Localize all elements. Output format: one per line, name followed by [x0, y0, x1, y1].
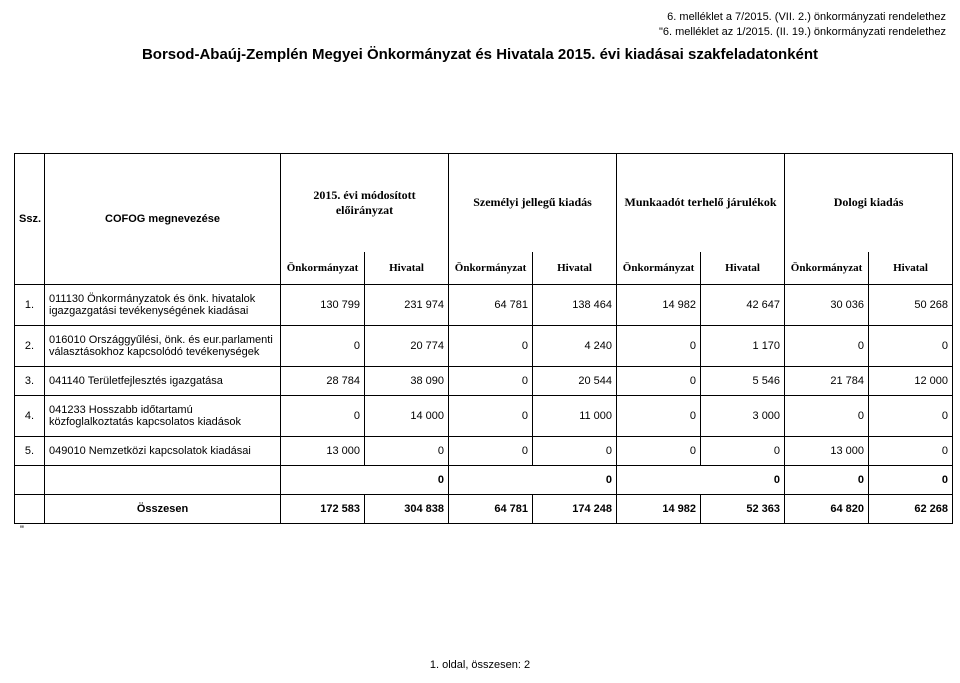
cell-value: 20 544: [533, 366, 617, 395]
page-footer: 1. oldal, összesen: 2: [0, 659, 960, 671]
row-name: 049010 Nemzetközi kapcsolatok kiadásai: [45, 436, 281, 465]
sub-0b: Hivatal: [365, 252, 449, 285]
total-row: Összesen172 583304 83864 781174 24814 98…: [15, 494, 953, 523]
cell-value: 0: [785, 325, 869, 366]
sub-1b: Hivatal: [533, 252, 617, 285]
cell-value: 64 781: [449, 284, 533, 325]
cell-value: 0: [617, 436, 701, 465]
cell-value: 0: [449, 436, 533, 465]
cell-value: 0: [701, 436, 785, 465]
trailing-quote: ": [14, 524, 946, 536]
cell-value: 20 774: [365, 325, 449, 366]
sub-0a: Önkormányzat: [281, 252, 365, 285]
col-group-1: Személyi jellegű kiadás: [449, 153, 617, 252]
cell-value: 1 170: [701, 325, 785, 366]
cell-value: 30 036: [785, 284, 869, 325]
cell-value: 21 784: [785, 366, 869, 395]
cell-value: 13 000: [281, 436, 365, 465]
col-group-2: Munkaadót terhelő járulékok: [617, 153, 785, 252]
cell-value: 0: [617, 395, 701, 436]
cell-value: 14 982: [617, 494, 701, 523]
cell-value: 0: [281, 325, 365, 366]
cell-value: 11 000: [533, 395, 617, 436]
row-index: [15, 465, 45, 494]
data-table: Ssz. COFOG megnevezése 2015. évi módosít…: [14, 153, 953, 524]
table-row: 1.011130 Önkormányzatok és önk. hivatalo…: [15, 284, 953, 325]
cell-value: 62 268: [869, 494, 953, 523]
cell-value: 0: [785, 465, 869, 494]
table-body: 1.011130 Önkormányzatok és önk. hivatalo…: [15, 284, 953, 523]
col-group-0: 2015. évi módosított előirányzat: [281, 153, 449, 252]
cell-value: 0: [281, 465, 449, 494]
sub-2a: Önkormányzat: [617, 252, 701, 285]
cell-value: 0: [869, 395, 953, 436]
row-index: [15, 494, 45, 523]
attachment-line-2: "6. melléklet az 1/2015. (II. 19.) önkor…: [14, 25, 946, 40]
cell-value: 0: [869, 325, 953, 366]
page-title: Borsod-Abaúj-Zemplén Megyei Önkormányzat…: [14, 46, 946, 63]
row-name: 041140 Területfejlesztés igazgatása: [45, 366, 281, 395]
data-table-wrap: Ssz. COFOG megnevezése 2015. évi módosít…: [14, 153, 946, 524]
sub-3b: Hivatal: [869, 252, 953, 285]
cell-value: 38 090: [365, 366, 449, 395]
row-index: 1.: [15, 284, 45, 325]
cell-value: 13 000: [785, 436, 869, 465]
cell-value: 28 784: [281, 366, 365, 395]
row-index: 2.: [15, 325, 45, 366]
cell-value: 130 799: [281, 284, 365, 325]
cell-value: 52 363: [701, 494, 785, 523]
cell-value: 3 000: [701, 395, 785, 436]
table-row: 3.041140 Területfejlesztés igazgatása28 …: [15, 366, 953, 395]
row-name: 011130 Önkormányzatok és önk. hivatalok …: [45, 284, 281, 325]
cell-value: 304 838: [365, 494, 449, 523]
cell-value: 5 546: [701, 366, 785, 395]
sub-3a: Önkormányzat: [785, 252, 869, 285]
cell-value: 0: [617, 465, 785, 494]
cell-value: 64 820: [785, 494, 869, 523]
table-row: 4.041233 Hosszabb időtartamú közfoglalko…: [15, 395, 953, 436]
col-ssz: Ssz.: [15, 153, 45, 284]
cell-value: 0: [449, 325, 533, 366]
total-label: Összesen: [45, 494, 281, 523]
cell-value: 0: [869, 436, 953, 465]
header-row-groups: Ssz. COFOG megnevezése 2015. évi módosít…: [15, 153, 953, 252]
cell-value: 12 000: [869, 366, 953, 395]
cell-value: 0: [617, 366, 701, 395]
row-name: 016010 Országgyűlési, önk. és eur.parlam…: [45, 325, 281, 366]
cell-value: 0: [449, 366, 533, 395]
row-index: 4.: [15, 395, 45, 436]
sub-2b: Hivatal: [701, 252, 785, 285]
cell-value: 0: [449, 465, 617, 494]
cell-value: 0: [869, 465, 953, 494]
cell-value: 0: [533, 436, 617, 465]
row-index: 3.: [15, 366, 45, 395]
page: 6. melléklet a 7/2015. (VII. 2.) önkormá…: [0, 0, 960, 683]
cell-value: 64 781: [449, 494, 533, 523]
cell-value: 4 240: [533, 325, 617, 366]
cell-value: 0: [617, 325, 701, 366]
cell-value: 14 000: [365, 395, 449, 436]
cell-value: 0: [785, 395, 869, 436]
col-name: COFOG megnevezése: [45, 153, 281, 284]
cell-value: 231 974: [365, 284, 449, 325]
sub-1a: Önkormányzat: [449, 252, 533, 285]
table-row: 5.049010 Nemzetközi kapcsolatok kiadásai…: [15, 436, 953, 465]
blank-row: 00000: [15, 465, 953, 494]
cell-value: 0: [449, 395, 533, 436]
attachment-line-1: 6. melléklet a 7/2015. (VII. 2.) önkormá…: [14, 10, 946, 25]
col-group-3: Dologi kiadás: [785, 153, 953, 252]
row-index: 5.: [15, 436, 45, 465]
attachment-lines: 6. melléklet a 7/2015. (VII. 2.) önkormá…: [14, 10, 946, 40]
table-row: 2.016010 Országgyűlési, önk. és eur.parl…: [15, 325, 953, 366]
cell-value: 0: [365, 436, 449, 465]
cell-value: 50 268: [869, 284, 953, 325]
row-name: [45, 465, 281, 494]
cell-value: 0: [281, 395, 365, 436]
cell-value: 174 248: [533, 494, 617, 523]
cell-value: 14 982: [617, 284, 701, 325]
cell-value: 172 583: [281, 494, 365, 523]
row-name: 041233 Hosszabb időtartamú közfoglalkozt…: [45, 395, 281, 436]
cell-value: 42 647: [701, 284, 785, 325]
cell-value: 138 464: [533, 284, 617, 325]
